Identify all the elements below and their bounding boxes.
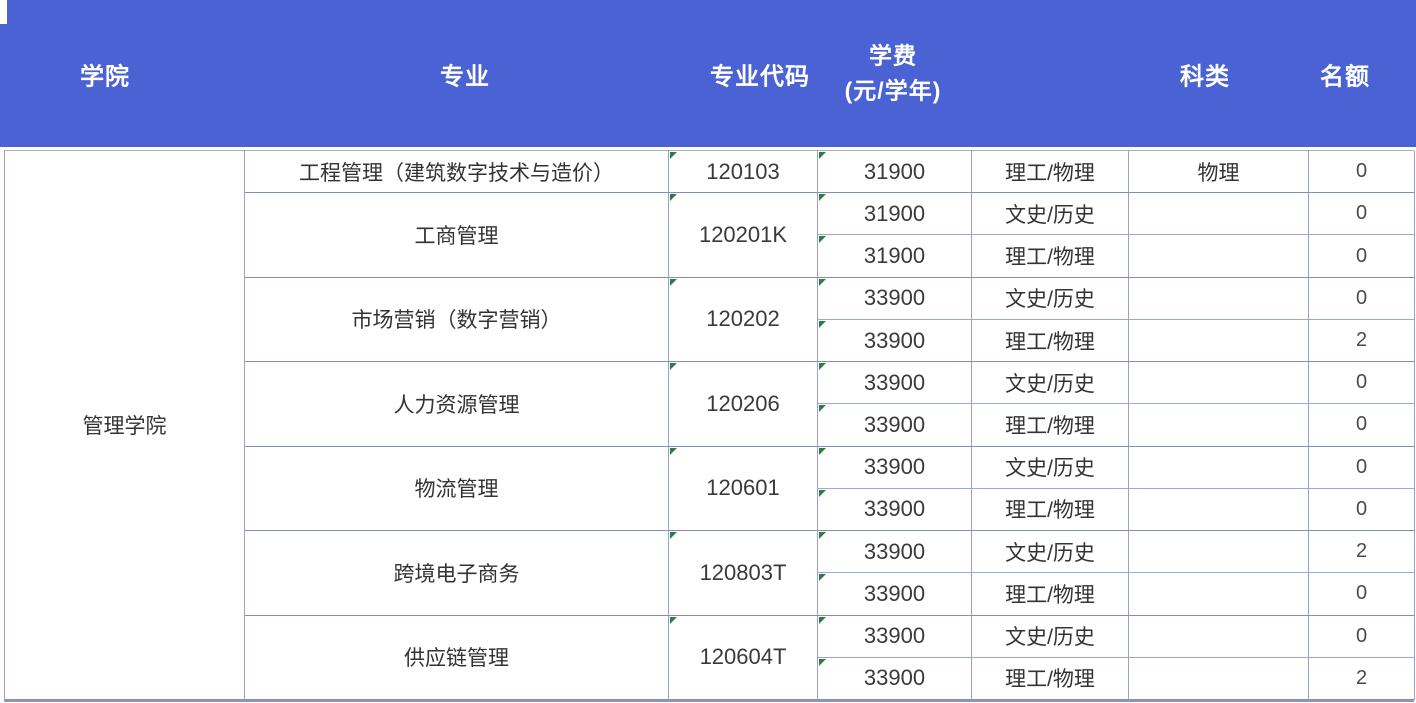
header-major-code: 专业代码 — [710, 63, 810, 90]
major-code-cell: 120206 — [669, 362, 818, 447]
major-cell: 人力资源管理 — [245, 362, 669, 447]
subject-cell — [1129, 573, 1309, 616]
quota-cell: 0 — [1309, 615, 1415, 658]
subject-cell: 物理 — [1129, 151, 1309, 194]
subject-cell — [1129, 235, 1309, 278]
category-cell: 理工/物理 — [972, 657, 1129, 700]
category-cell: 理工/物理 — [972, 488, 1129, 532]
major-code-cell: 120803T — [669, 531, 818, 616]
quota-cell: 0 — [1309, 362, 1415, 405]
category-cell: 理工/物理 — [972, 151, 1129, 194]
tuition-cell: 33900 — [818, 615, 972, 658]
quota-cell: 2 — [1309, 531, 1415, 574]
subject-cell — [1129, 488, 1309, 532]
category-cell: 文史/历史 — [972, 446, 1129, 489]
quota-cell: 2 — [1309, 657, 1415, 700]
category-cell: 理工/物理 — [972, 235, 1129, 278]
quota-cell: 0 — [1309, 446, 1415, 489]
category-cell: 文史/历史 — [972, 615, 1129, 658]
category-cell: 理工/物理 — [972, 319, 1129, 363]
subject-cell — [1129, 446, 1309, 489]
major-cell: 供应链管理 — [245, 615, 669, 700]
quota-cell: 0 — [1309, 573, 1415, 616]
table-header-band: 学院 专业 专业代码 学费 (元/学年) 科类 名额 — [0, 0, 1416, 147]
tuition-cell: 33900 — [818, 446, 972, 489]
subject-cell — [1129, 657, 1309, 700]
table-body: 管理学院 工程管理（建筑数字技术与造价） 120103 31900 理工/物理 物理 0 工商… — [4, 150, 1415, 702]
tuition-cell: 31900 — [818, 235, 972, 278]
quota-cell: 0 — [1309, 235, 1415, 278]
category-cell: 理工/物理 — [972, 573, 1129, 616]
tuition-cell: 33900 — [818, 573, 972, 616]
header-college: 学院 — [80, 63, 130, 90]
major-code-cell: 120201K — [669, 193, 818, 278]
subject-cell — [1129, 362, 1309, 405]
header-tuition: 学费 (元/学年) — [845, 38, 942, 109]
college-cell: 管理学院 — [5, 151, 245, 700]
subject-cell — [1129, 193, 1309, 236]
quota-cell: 0 — [1309, 193, 1415, 236]
category-cell: 文史/历史 — [972, 277, 1129, 320]
major-cell: 物流管理 — [245, 446, 669, 532]
tuition-cell: 33900 — [818, 362, 972, 405]
tuition-cell: 33900 — [818, 488, 972, 532]
major-code-cell: 120604T — [669, 615, 818, 700]
header-category: 科类 — [1180, 63, 1230, 90]
major-cell: 跨境电子商务 — [245, 531, 669, 616]
tuition-cell: 33900 — [818, 319, 972, 363]
category-cell: 文史/历史 — [972, 193, 1129, 236]
quota-cell: 0 — [1309, 277, 1415, 320]
category-cell: 文史/历史 — [972, 362, 1129, 405]
quota-cell: 2 — [1309, 319, 1415, 363]
major-code-cell: 120103 — [669, 151, 818, 194]
major-code-cell: 120202 — [669, 277, 818, 363]
header-tuition-line2: (元/学年) — [844, 77, 942, 104]
subject-cell — [1129, 319, 1309, 363]
subject-cell — [1129, 404, 1309, 447]
header-quota: 名额 — [1320, 63, 1370, 90]
header-tuition-line1: 学费 — [869, 41, 917, 68]
tuition-cell: 31900 — [818, 151, 972, 194]
tuition-cell: 31900 — [818, 193, 972, 236]
quota-cell: 0 — [1309, 488, 1415, 532]
category-cell: 文史/历史 — [972, 531, 1129, 574]
tuition-cell: 33900 — [818, 531, 972, 574]
tuition-cell: 33900 — [818, 657, 972, 700]
subject-cell — [1129, 531, 1309, 574]
category-cell: 理工/物理 — [972, 404, 1129, 447]
major-cell: 工商管理 — [245, 193, 669, 278]
tuition-cell: 33900 — [818, 277, 972, 320]
major-cell: 工程管理（建筑数字技术与造价） — [245, 151, 669, 194]
quota-cell: 0 — [1309, 404, 1415, 447]
subject-cell — [1129, 615, 1309, 658]
header-major: 专业 — [440, 63, 490, 90]
header-corner-notch — [0, 0, 7, 24]
quota-cell: 0 — [1309, 151, 1415, 194]
major-cell: 市场营销（数字营销） — [245, 277, 669, 363]
tuition-cell: 33900 — [818, 404, 972, 447]
subject-cell — [1129, 277, 1309, 320]
major-code-cell: 120601 — [669, 446, 818, 532]
